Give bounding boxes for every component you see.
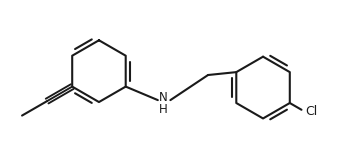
Text: N
H: N H — [159, 92, 168, 116]
Text: Cl: Cl — [305, 105, 317, 118]
